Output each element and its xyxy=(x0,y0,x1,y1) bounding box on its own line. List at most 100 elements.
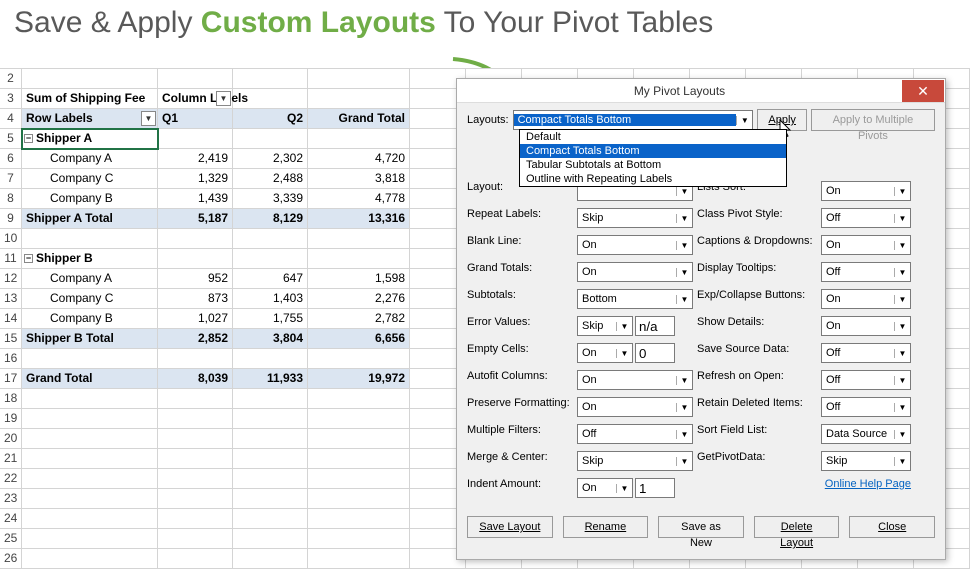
setting-combo[interactable]: Skip▼ xyxy=(577,208,693,228)
cell[interactable] xyxy=(158,509,233,529)
filter-icon[interactable]: ▼ xyxy=(216,91,231,106)
row-header[interactable]: 6 xyxy=(0,149,22,169)
cell[interactable] xyxy=(158,229,233,249)
cell[interactable] xyxy=(158,449,233,469)
filter-icon[interactable]: ▼ xyxy=(141,111,156,126)
cell[interactable]: 4,778 xyxy=(308,189,410,209)
setting-combo[interactable]: On▼ xyxy=(821,235,911,255)
layout-option[interactable]: Outline with Repeating Labels xyxy=(520,172,786,186)
collapse-icon[interactable]: − xyxy=(24,254,33,263)
row-header[interactable]: 26 xyxy=(0,549,22,569)
cell[interactable]: 2,276 xyxy=(308,289,410,309)
setting-combo[interactable]: Data Source▼ xyxy=(821,424,911,444)
cell[interactable] xyxy=(158,489,233,509)
row-header[interactable]: 25 xyxy=(0,529,22,549)
cell[interactable]: 2,852 xyxy=(158,329,233,349)
cell[interactable] xyxy=(22,549,158,569)
cell[interactable] xyxy=(308,509,410,529)
cell[interactable] xyxy=(308,489,410,509)
row-header[interactable]: 24 xyxy=(0,509,22,529)
row-header[interactable]: 11 xyxy=(0,249,22,269)
cell[interactable]: 8,039 xyxy=(158,369,233,389)
cell[interactable]: Grand Total xyxy=(308,109,410,129)
cell[interactable]: 6,656 xyxy=(308,329,410,349)
cell[interactable]: 13,316 xyxy=(308,209,410,229)
cell[interactable] xyxy=(308,89,410,109)
cell[interactable]: Shipper B Total xyxy=(22,329,158,349)
cell[interactable]: Company A xyxy=(22,149,158,169)
cell[interactable] xyxy=(22,389,158,409)
cell[interactable]: Grand Total xyxy=(22,369,158,389)
cell[interactable] xyxy=(158,549,233,569)
row-header[interactable]: 8 xyxy=(0,189,22,209)
row-header[interactable]: 16 xyxy=(0,349,22,369)
cell[interactable]: 1,329 xyxy=(158,169,233,189)
cell[interactable] xyxy=(158,409,233,429)
row-header[interactable]: 14 xyxy=(0,309,22,329)
setting-text-input[interactable] xyxy=(635,478,675,498)
cell[interactable] xyxy=(22,489,158,509)
cell[interactable]: 3,818 xyxy=(308,169,410,189)
delete-layout-button[interactable]: Delete Layout xyxy=(754,516,840,538)
cell[interactable] xyxy=(22,449,158,469)
cell[interactable] xyxy=(233,549,308,569)
cell[interactable] xyxy=(308,409,410,429)
layouts-dropdown[interactable]: Default Compact Totals Bottom Tabular Su… xyxy=(519,129,787,187)
pivot-header[interactable]: Sum of Shipping Fee xyxy=(22,89,158,109)
setting-combo[interactable]: Off▼ xyxy=(821,208,911,228)
cell[interactable] xyxy=(308,69,410,89)
cell[interactable] xyxy=(22,529,158,549)
setting-combo[interactable]: On▼ xyxy=(577,397,693,417)
cell[interactable]: 19,972 xyxy=(308,369,410,389)
cell[interactable] xyxy=(233,429,308,449)
cell[interactable] xyxy=(158,529,233,549)
close-button[interactable]: Close xyxy=(849,516,935,538)
setting-combo[interactable]: Skip▼ xyxy=(577,451,693,471)
row-header[interactable]: 22 xyxy=(0,469,22,489)
setting-combo[interactable]: On▼ xyxy=(577,235,693,255)
cell[interactable] xyxy=(158,249,233,269)
cell[interactable] xyxy=(22,349,158,369)
cell[interactable] xyxy=(233,409,308,429)
cell[interactable]: −Shipper A xyxy=(22,129,158,149)
row-header[interactable]: 19 xyxy=(0,409,22,429)
cell[interactable] xyxy=(308,349,410,369)
cell[interactable]: Q2 xyxy=(233,109,308,129)
cell[interactable]: 1,439 xyxy=(158,189,233,209)
cell[interactable] xyxy=(22,469,158,489)
cell[interactable]: −Shipper B xyxy=(22,249,158,269)
cell[interactable] xyxy=(308,389,410,409)
cell[interactable] xyxy=(308,249,410,269)
setting-combo[interactable]: Skip▼ xyxy=(821,451,911,471)
row-header[interactable]: 7 xyxy=(0,169,22,189)
cell[interactable] xyxy=(233,129,308,149)
cell[interactable]: 4,720 xyxy=(308,149,410,169)
cell[interactable]: 1,598 xyxy=(308,269,410,289)
cell[interactable] xyxy=(233,529,308,549)
cell[interactable]: 2,419 xyxy=(158,149,233,169)
cell[interactable] xyxy=(233,389,308,409)
cell[interactable]: 873 xyxy=(158,289,233,309)
cell[interactable] xyxy=(308,229,410,249)
rename-button[interactable]: Rename xyxy=(563,516,649,538)
cell[interactable]: Company B xyxy=(22,309,158,329)
row-labels-header[interactable]: Row Labels▼ xyxy=(22,109,158,129)
close-icon[interactable]: ✕ xyxy=(902,80,944,102)
cell[interactable] xyxy=(22,509,158,529)
cell[interactable]: 8,129 xyxy=(233,209,308,229)
cell[interactable] xyxy=(158,129,233,149)
setting-combo[interactable]: On▼ xyxy=(577,478,633,498)
row-header[interactable]: 13 xyxy=(0,289,22,309)
column-labels-header[interactable]: Column Labels▼ xyxy=(158,89,233,109)
row-header[interactable]: 3 xyxy=(0,89,22,109)
cell[interactable]: 647 xyxy=(233,269,308,289)
setting-text-input[interactable] xyxy=(635,316,675,336)
setting-combo[interactable]: Off▼ xyxy=(577,424,693,444)
cell[interactable] xyxy=(22,429,158,449)
cell[interactable] xyxy=(308,129,410,149)
row-header[interactable]: 2 xyxy=(0,69,22,89)
layout-option[interactable]: Compact Totals Bottom xyxy=(520,144,786,158)
cell[interactable] xyxy=(158,469,233,489)
layout-option[interactable]: Tabular Subtotals at Bottom xyxy=(520,158,786,172)
setting-combo[interactable]: On▼ xyxy=(577,343,633,363)
